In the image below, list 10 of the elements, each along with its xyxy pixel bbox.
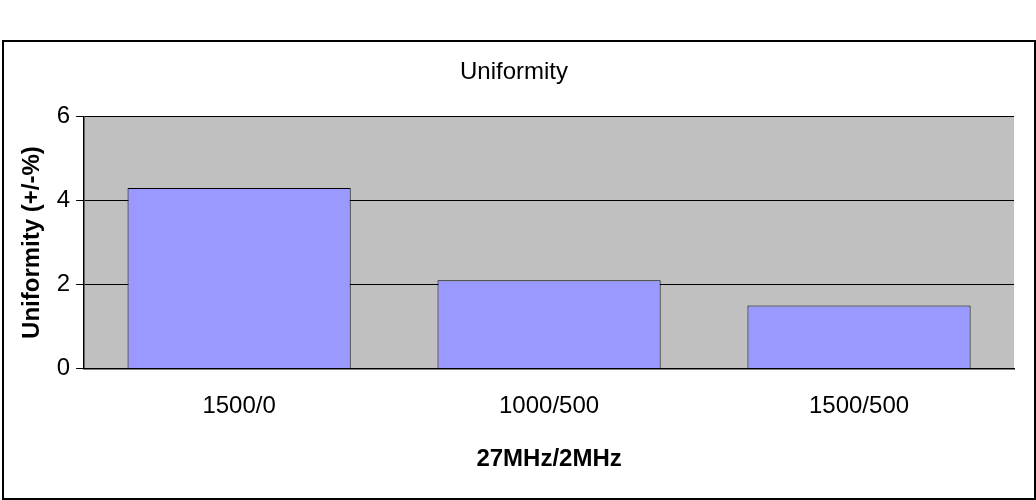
x-tick-label: 1000/500	[499, 391, 600, 419]
y-tick-label: 0	[56, 353, 71, 381]
chart-title: Uniformity	[459, 57, 569, 85]
y-axis-title: Uniformity (+/-%)	[17, 146, 45, 339]
x-axis-title: 27MHz/2MHz	[476, 444, 622, 472]
y-tick-label: 6	[56, 101, 71, 129]
x-tick-label: 1500/500	[808, 391, 910, 419]
y-tick-label: 2	[56, 269, 71, 297]
x-tick-label: 1500/0	[202, 391, 276, 419]
y-tick-label: 4	[56, 185, 71, 213]
